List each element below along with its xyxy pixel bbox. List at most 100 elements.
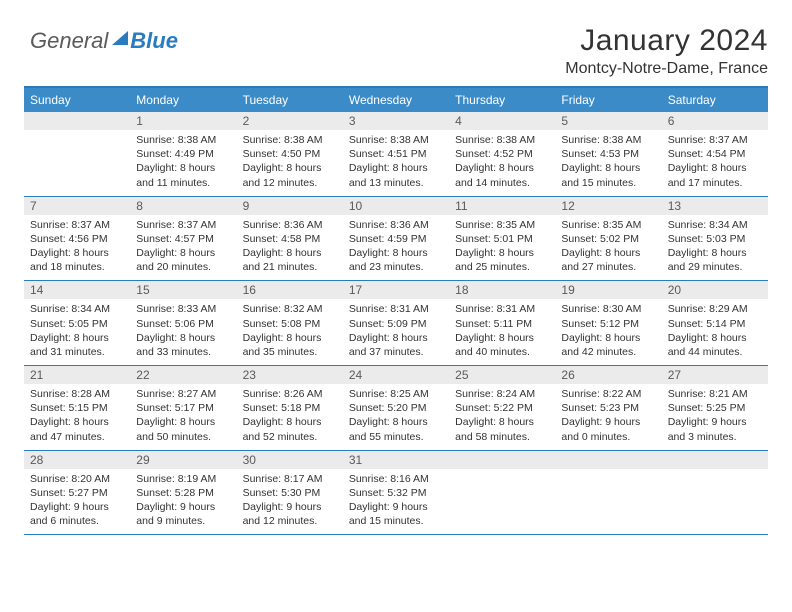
daylight-text-line2: and 20 minutes. (136, 260, 230, 274)
calendar-day-cell: 28Sunrise: 8:20 AMSunset: 5:27 PMDayligh… (24, 451, 130, 535)
sunrise-text: Sunrise: 8:36 AM (243, 218, 337, 232)
sunrise-text: Sunrise: 8:25 AM (349, 387, 443, 401)
daylight-text-line1: Daylight: 8 hours (455, 415, 549, 429)
day-number: 28 (24, 451, 130, 469)
sunset-text: Sunset: 5:09 PM (349, 317, 443, 331)
day-number: 29 (130, 451, 236, 469)
day-number: 30 (237, 451, 343, 469)
calendar-day-cell: 14 Sunrise: 8:34 AMSunset: 5:05 PMDayligh… (24, 281, 130, 365)
calendar-day-cell: 22Sunrise: 8:27 AMSunset: 5:17 PMDayligh… (130, 366, 236, 450)
sunset-text: Sunset: 5:22 PM (455, 401, 549, 415)
weekday-header: Sunday (24, 88, 130, 112)
daylight-text-line2: and 25 minutes. (455, 260, 549, 274)
sunrise-text: Sunrise: 8:33 AM (136, 302, 230, 316)
sunset-text: Sunset: 5:11 PM (455, 317, 549, 331)
day-number: 27 (662, 366, 768, 384)
weekday-header: Thursday (449, 88, 555, 112)
daylight-text-line2: and 37 minutes. (349, 345, 443, 359)
sunrise-text: Sunrise: 8:38 AM (243, 133, 337, 147)
sunset-text: Sunset: 4:52 PM (455, 147, 549, 161)
daylight-text-line2: and 50 minutes. (136, 430, 230, 444)
month-title: January 2024 (565, 24, 768, 58)
daylight-text-line2: and 47 minutes. (30, 430, 124, 444)
daylight-text-line1: Daylight: 8 hours (455, 331, 549, 345)
weekday-header: Wednesday (343, 88, 449, 112)
daylight-text-line1: Daylight: 8 hours (30, 246, 124, 260)
sunrise-text: Sunrise: 8:35 AM (561, 218, 655, 232)
sunset-text: Sunset: 5:14 PM (668, 317, 762, 331)
calendar-day-cell: 6Sunrise: 8:37 AMSunset: 4:54 PMDaylight… (662, 112, 768, 196)
sunset-text: Sunset: 5:20 PM (349, 401, 443, 415)
daylight-text-line1: Daylight: 8 hours (349, 331, 443, 345)
sunset-text: Sunset: 5:25 PM (668, 401, 762, 415)
weekday-header: Monday (130, 88, 236, 112)
daylight-text-line1: Daylight: 8 hours (455, 161, 549, 175)
sunset-text: Sunset: 5:02 PM (561, 232, 655, 246)
calendar-day-cell: 31Sunrise: 8:16 AMSunset: 5:32 PMDayligh… (343, 451, 449, 535)
day-number: 20 (662, 281, 768, 299)
sunrise-text: Sunrise: 8:34 AM (30, 302, 124, 316)
sunrise-text: Sunrise: 8:26 AM (243, 387, 337, 401)
day-number: 14 (24, 281, 130, 299)
calendar-day-cell: 21Sunrise: 8:28 AMSunset: 5:15 PMDayligh… (24, 366, 130, 450)
daylight-text-line2: and 58 minutes. (455, 430, 549, 444)
sunrise-text: Sunrise: 8:32 AM (243, 302, 337, 316)
daylight-text-line1: Daylight: 9 hours (561, 415, 655, 429)
calendar-day-cell: 26Sunrise: 8:22 AMSunset: 5:23 PMDayligh… (555, 366, 661, 450)
sunset-text: Sunset: 4:49 PM (136, 147, 230, 161)
sunset-text: Sunset: 5:32 PM (349, 486, 443, 500)
calendar-grid: Sunday Monday Tuesday Wednesday Thursday… (24, 86, 768, 535)
sunset-text: Sunset: 4:56 PM (30, 232, 124, 246)
sunset-text: Sunset: 4:53 PM (561, 147, 655, 161)
calendar-day-cell: 12Sunrise: 8:35 AMSunset: 5:02 PMDayligh… (555, 197, 661, 281)
sunset-text: Sunset: 5:03 PM (668, 232, 762, 246)
daylight-text-line1: Daylight: 8 hours (136, 246, 230, 260)
daylight-text-line2: and 55 minutes. (349, 430, 443, 444)
daylight-text-line1: Daylight: 8 hours (136, 331, 230, 345)
calendar-day-cell: 23Sunrise: 8:26 AMSunset: 5:18 PMDayligh… (237, 366, 343, 450)
sunrise-text: Sunrise: 8:37 AM (668, 133, 762, 147)
daylight-text-line2: and 15 minutes. (561, 176, 655, 190)
daylight-text-line2: and 9 minutes. (136, 514, 230, 528)
day-number: 2 (237, 112, 343, 130)
sunset-text: Sunset: 5:28 PM (136, 486, 230, 500)
sunset-text: Sunset: 5:08 PM (243, 317, 337, 331)
daylight-text-line1: Daylight: 9 hours (668, 415, 762, 429)
daylight-text-line2: and 40 minutes. (455, 345, 549, 359)
calendar-day-cell: 4Sunrise: 8:38 AMSunset: 4:52 PMDaylight… (449, 112, 555, 196)
brand-part2: Blue (130, 28, 178, 54)
sunrise-text: Sunrise: 8:28 AM (30, 387, 124, 401)
daylight-text-line1: Daylight: 8 hours (30, 415, 124, 429)
calendar-page: General Blue January 2024 Montcy-Notre-D… (0, 0, 792, 535)
day-number: 6 (662, 112, 768, 130)
calendar-week-row: 28Sunrise: 8:20 AMSunset: 5:27 PMDayligh… (24, 451, 768, 536)
sunset-text: Sunset: 5:30 PM (243, 486, 337, 500)
brand-part1: General (30, 28, 108, 54)
daylight-text-line2: and 11 minutes. (136, 176, 230, 190)
day-number: 19 (555, 281, 661, 299)
empty-day-number (662, 451, 768, 469)
sunrise-text: Sunrise: 8:20 AM (30, 472, 124, 486)
weekday-header-row: Sunday Monday Tuesday Wednesday Thursday… (24, 88, 768, 112)
sunset-text: Sunset: 5:05 PM (30, 317, 124, 331)
sunrise-text: Sunrise: 8:31 AM (349, 302, 443, 316)
day-number: 1 (130, 112, 236, 130)
sunrise-text: Sunrise: 8:16 AM (349, 472, 443, 486)
daylight-text-line1: Daylight: 8 hours (243, 161, 337, 175)
sunrise-text: Sunrise: 8:21 AM (668, 387, 762, 401)
daylight-text-line1: Daylight: 8 hours (349, 246, 443, 260)
sunrise-text: Sunrise: 8:30 AM (561, 302, 655, 316)
calendar-day-cell: 25Sunrise: 8:24 AMSunset: 5:22 PMDayligh… (449, 366, 555, 450)
daylight-text-line2: and 13 minutes. (349, 176, 443, 190)
calendar-day-cell: 8Sunrise: 8:37 AMSunset: 4:57 PMDaylight… (130, 197, 236, 281)
sunrise-text: Sunrise: 8:37 AM (136, 218, 230, 232)
calendar-day-cell (555, 451, 661, 535)
daylight-text-line2: and 42 minutes. (561, 345, 655, 359)
daylight-text-line1: Daylight: 8 hours (243, 415, 337, 429)
calendar-day-cell: 13Sunrise: 8:34 AMSunset: 5:03 PMDayligh… (662, 197, 768, 281)
calendar-day-cell: 20Sunrise: 8:29 AMSunset: 5:14 PMDayligh… (662, 281, 768, 365)
daylight-text-line1: Daylight: 8 hours (30, 331, 124, 345)
sunrise-text: Sunrise: 8:38 AM (455, 133, 549, 147)
page-header: General Blue January 2024 Montcy-Notre-D… (24, 24, 768, 78)
daylight-text-line2: and 12 minutes. (243, 514, 337, 528)
